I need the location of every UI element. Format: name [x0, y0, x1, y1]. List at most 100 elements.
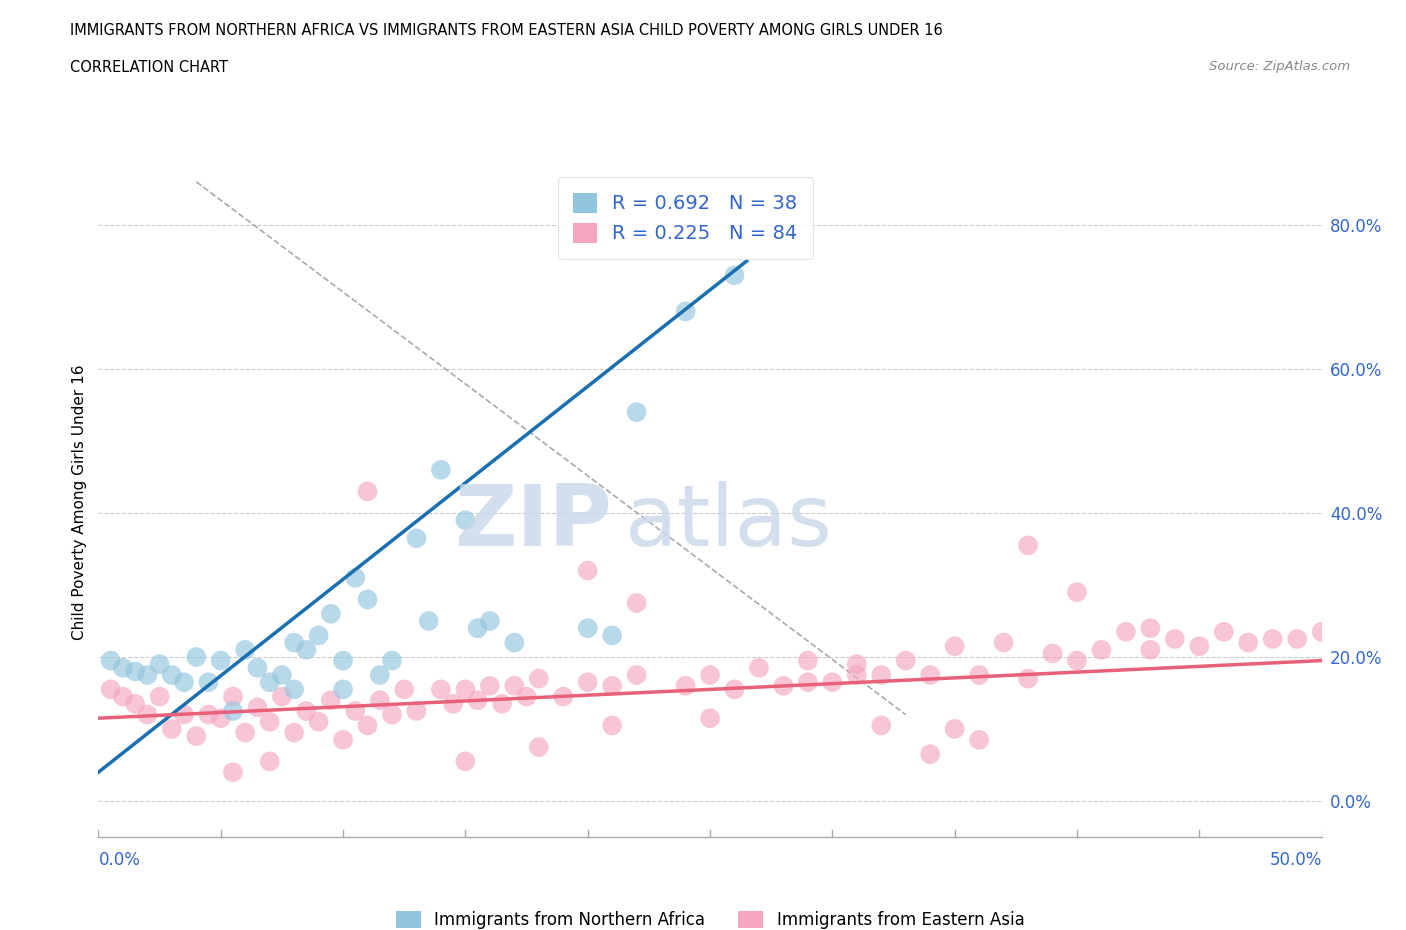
Point — [173, 675, 195, 690]
Point — [943, 639, 966, 654]
Text: 50.0%: 50.0% — [1270, 851, 1322, 869]
Point — [478, 678, 501, 693]
Point — [160, 668, 183, 683]
Point — [246, 660, 269, 675]
Y-axis label: Child Poverty Among Girls Under 16: Child Poverty Among Girls Under 16 — [72, 365, 87, 640]
Point — [600, 678, 623, 693]
Point — [283, 725, 305, 740]
Point — [626, 405, 648, 419]
Point — [344, 704, 367, 719]
Point — [626, 668, 648, 683]
Point — [1237, 635, 1260, 650]
Point — [197, 675, 219, 690]
Point — [332, 682, 354, 697]
Point — [699, 711, 721, 725]
Point — [870, 718, 893, 733]
Point — [870, 668, 893, 683]
Point — [553, 689, 575, 704]
Point — [576, 564, 599, 578]
Point — [478, 614, 501, 629]
Point — [332, 653, 354, 668]
Point — [233, 643, 256, 658]
Text: IMMIGRANTS FROM NORTHERN AFRICA VS IMMIGRANTS FROM EASTERN ASIA CHILD POVERTY AM: IMMIGRANTS FROM NORTHERN AFRICA VS IMMIG… — [70, 23, 943, 38]
Point — [136, 668, 159, 683]
Point — [392, 682, 416, 697]
Point — [576, 620, 599, 635]
Point — [723, 268, 745, 283]
Point — [381, 707, 404, 722]
Point — [1261, 631, 1284, 646]
Point — [993, 635, 1015, 650]
Point — [368, 693, 391, 708]
Point — [136, 707, 159, 722]
Point — [1090, 643, 1112, 658]
Point — [1212, 624, 1234, 639]
Point — [356, 718, 378, 733]
Point — [1139, 620, 1161, 635]
Point — [1286, 631, 1309, 646]
Point — [405, 531, 427, 546]
Text: ZIP: ZIP — [454, 481, 612, 564]
Point — [295, 704, 318, 719]
Point — [515, 689, 537, 704]
Point — [430, 682, 453, 697]
Point — [111, 689, 134, 704]
Point — [186, 649, 208, 664]
Point — [173, 707, 195, 722]
Point — [821, 675, 844, 690]
Point — [332, 732, 354, 747]
Point — [1066, 653, 1088, 668]
Point — [308, 714, 330, 729]
Point — [283, 682, 305, 697]
Point — [845, 657, 868, 671]
Text: CORRELATION CHART: CORRELATION CHART — [70, 60, 228, 75]
Point — [246, 700, 269, 715]
Point — [491, 697, 513, 711]
Point — [1164, 631, 1187, 646]
Point — [503, 678, 526, 693]
Point — [270, 689, 294, 704]
Point — [723, 682, 745, 697]
Point — [319, 693, 342, 708]
Point — [626, 595, 648, 610]
Point — [441, 697, 464, 711]
Point — [283, 635, 305, 650]
Point — [222, 689, 245, 704]
Point — [124, 697, 146, 711]
Point — [222, 764, 245, 779]
Point — [186, 729, 208, 744]
Point — [209, 653, 232, 668]
Point — [209, 711, 232, 725]
Point — [454, 754, 477, 769]
Text: 0.0%: 0.0% — [98, 851, 141, 869]
Legend: Immigrants from Northern Africa, Immigrants from Eastern Asia: Immigrants from Northern Africa, Immigra… — [389, 904, 1031, 930]
Point — [967, 732, 990, 747]
Point — [527, 671, 550, 686]
Text: atlas: atlas — [624, 481, 832, 564]
Point — [797, 653, 820, 668]
Point — [430, 462, 453, 477]
Point — [344, 570, 367, 585]
Point — [381, 653, 404, 668]
Point — [748, 660, 770, 675]
Point — [600, 718, 623, 733]
Point — [295, 643, 318, 658]
Point — [197, 707, 219, 722]
Point — [503, 635, 526, 650]
Point — [1139, 643, 1161, 658]
Point — [259, 754, 281, 769]
Point — [1017, 671, 1039, 686]
Point — [356, 592, 378, 607]
Point — [1115, 624, 1137, 639]
Point — [368, 668, 391, 683]
Point — [675, 304, 697, 319]
Point — [527, 739, 550, 754]
Point — [467, 620, 489, 635]
Point — [149, 657, 172, 671]
Point — [259, 714, 281, 729]
Point — [675, 678, 697, 693]
Point — [772, 678, 794, 693]
Point — [1188, 639, 1211, 654]
Point — [356, 484, 378, 498]
Point — [149, 689, 172, 704]
